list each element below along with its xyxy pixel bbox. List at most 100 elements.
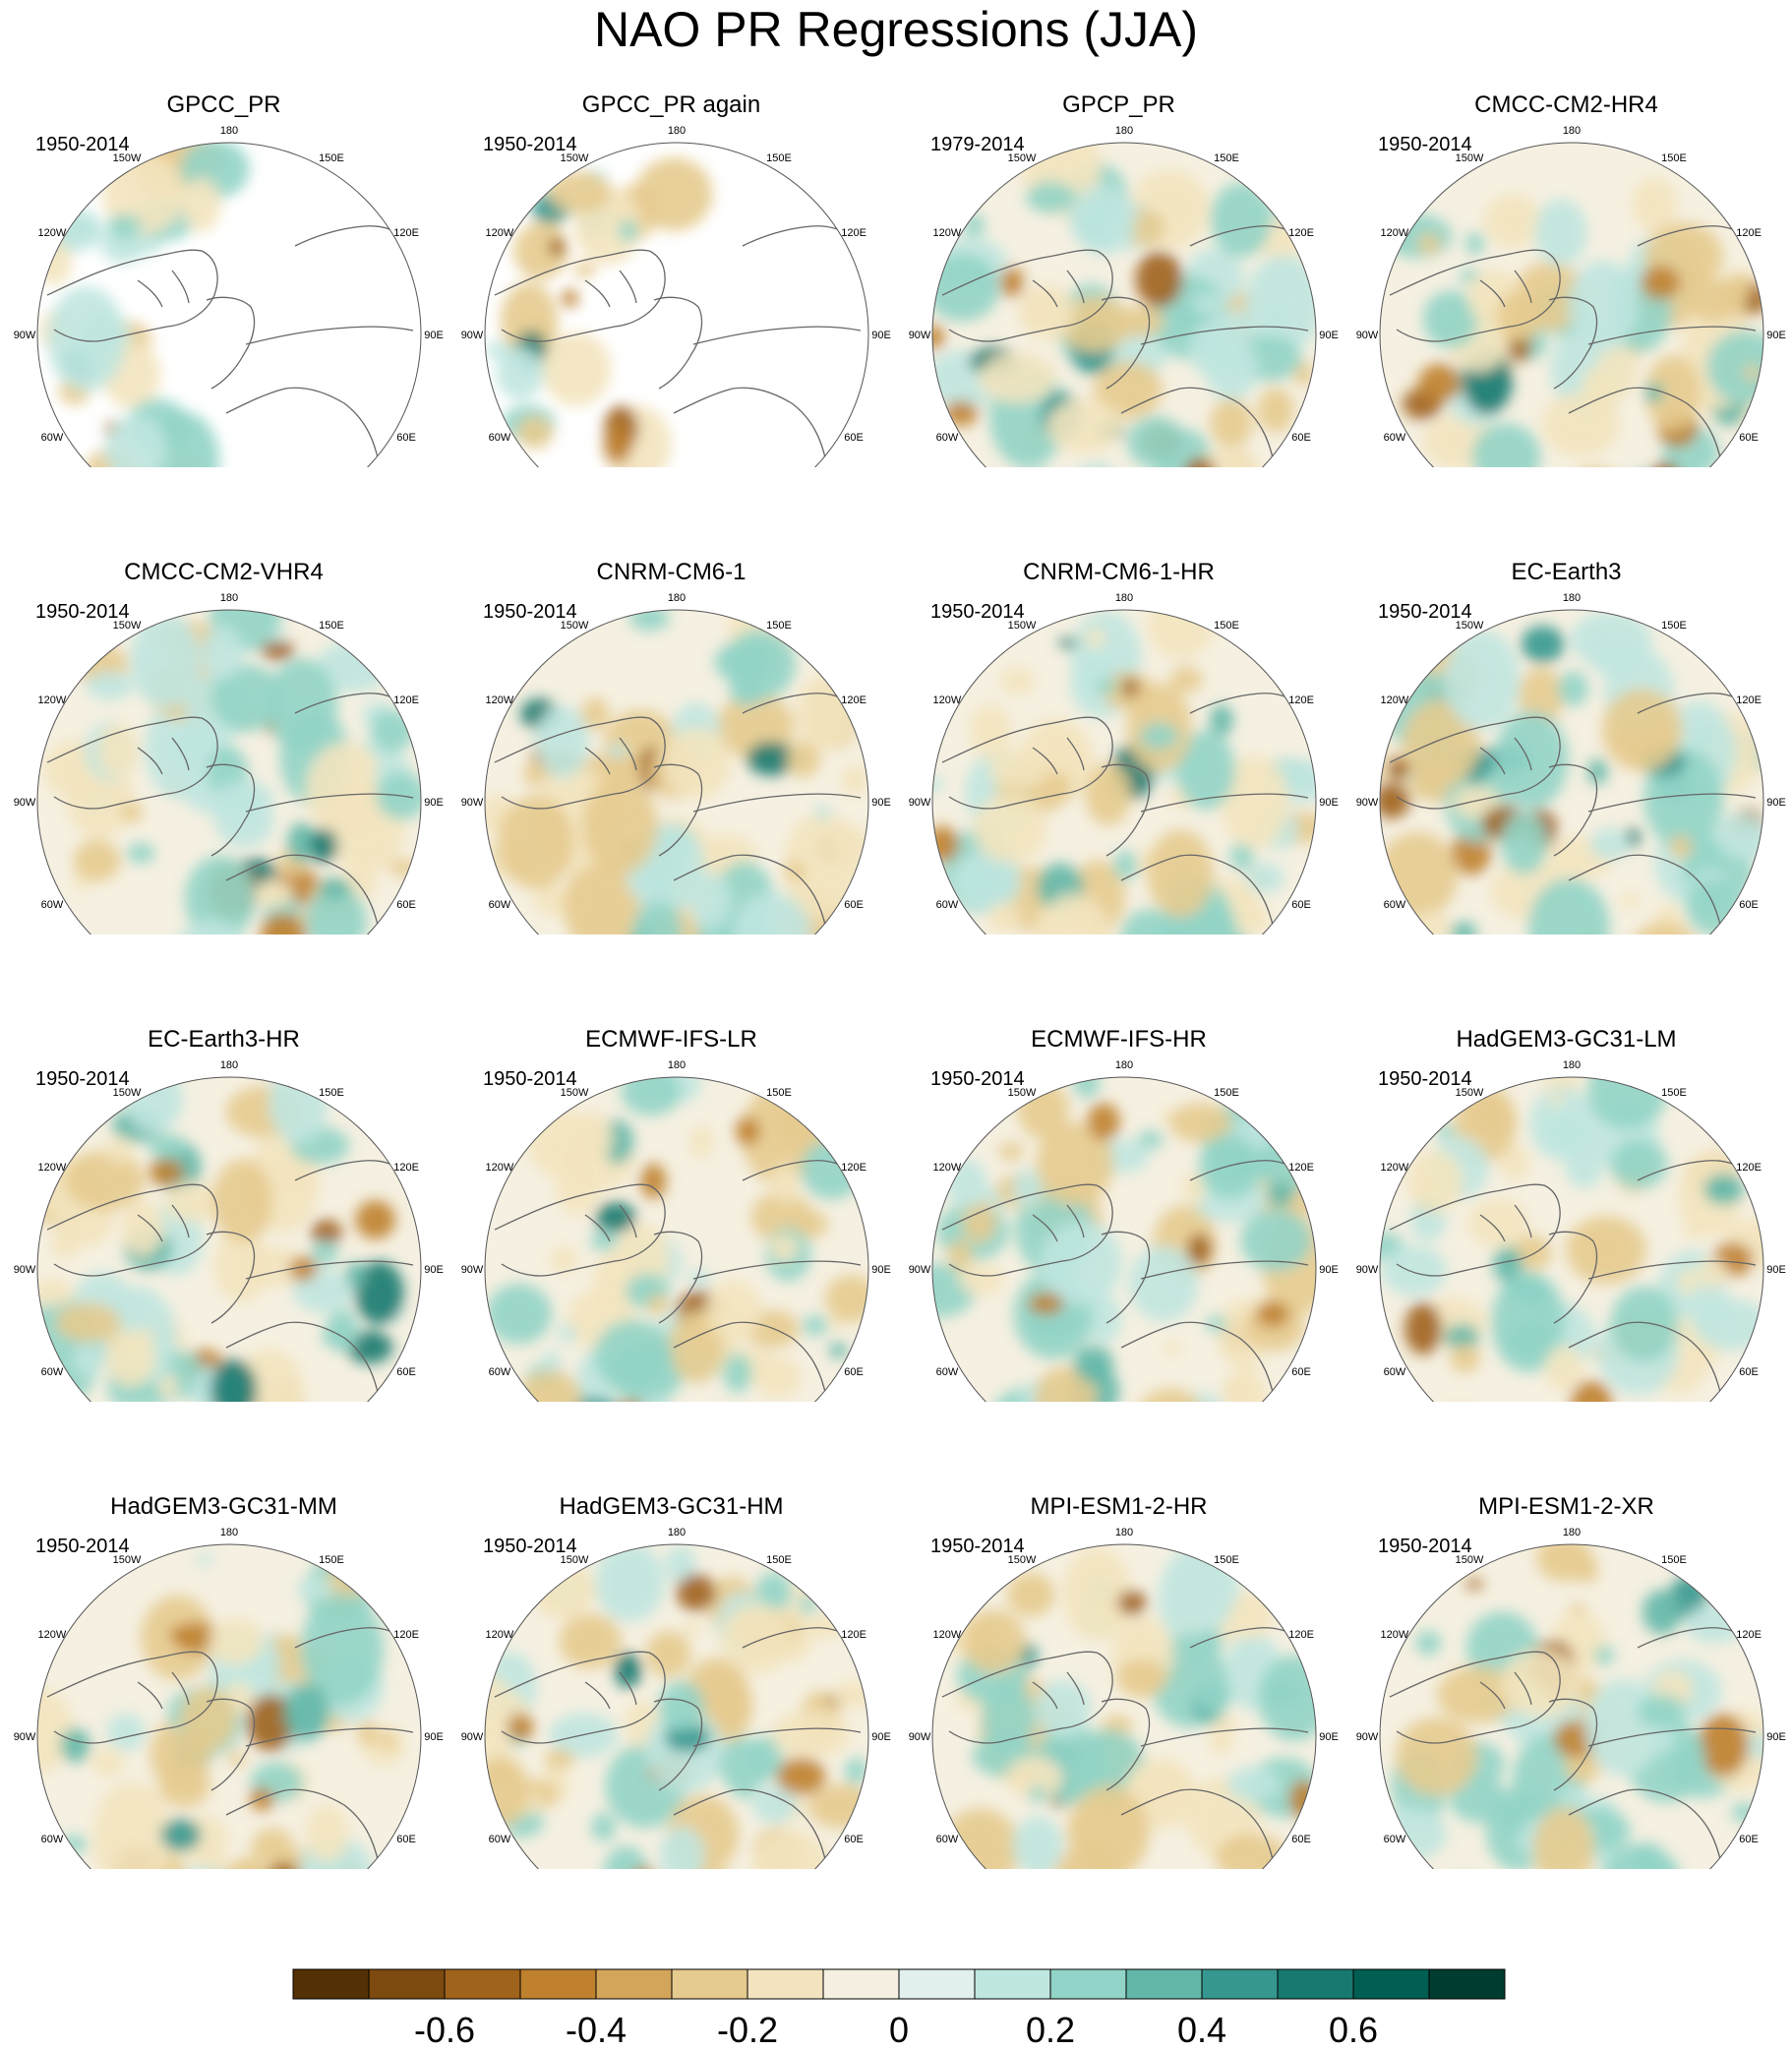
colorbar-swatch — [1049, 1968, 1127, 2000]
coastlines — [494, 225, 862, 463]
longitude-label: 60E — [396, 1834, 416, 1845]
longitude-label: 60W — [489, 899, 511, 911]
panel-title: GPCC_PR — [166, 91, 281, 118]
longitude-label: 60E — [1739, 1366, 1759, 1378]
longitude-label: 150E — [319, 1554, 344, 1566]
polar-map: 180150E120E90E60E30E030W60W90W120W150W — [1356, 125, 1786, 467]
coastlines — [46, 1160, 414, 1398]
longitude-label: 60E — [1291, 432, 1311, 444]
longitude-label: 180 — [668, 125, 686, 137]
map-panel: CNRM-CM6-11950-2014180150E120E90E60E30E0… — [448, 467, 895, 935]
longitude-label: 90W — [14, 1264, 36, 1276]
longitude-label: 90W — [14, 797, 36, 809]
longitude-label: 60W — [1384, 1366, 1406, 1378]
longitude-label: 180 — [1115, 1527, 1133, 1538]
figure-title: NAO PR Regressions (JJA) — [593, 2, 1199, 57]
panel-years: 1950-2014 — [1378, 1068, 1472, 1090]
longitude-label: 90E — [871, 1264, 891, 1276]
longitude-label: 150W — [1456, 1554, 1484, 1566]
map-panel: HadGEM3-GC31-MM 1950-2014 180 150E 120E 90E 60… — [0, 1402, 448, 1869]
longitude-label: 90E — [424, 330, 444, 341]
panel-years: 1950-2014 — [930, 1536, 1025, 1557]
longitude-label: 60W — [936, 899, 959, 911]
longitude-label: 180 — [1115, 125, 1133, 137]
panel-title: HadGEM3-GC31-HM — [559, 1493, 784, 1520]
precip-field — [932, 143, 1316, 467]
longitude-label: 120E — [393, 1629, 419, 1641]
panel-title: MPI-ESM1-2-HR — [1030, 1493, 1208, 1520]
colorbar-swatch — [1352, 1968, 1430, 2000]
colorbar-swatch — [671, 1968, 748, 2000]
longitude-label: 120E — [841, 694, 866, 706]
precip-field — [1380, 143, 1763, 467]
longitude-label: 90W — [461, 330, 484, 341]
longitude-label: 150E — [766, 620, 792, 632]
map-panel: MPI-ESM1-2-HR1950-2014180150E120E90E60E3… — [895, 1402, 1343, 1869]
longitude-label: 90W — [14, 1731, 36, 1743]
precip-field — [37, 1544, 421, 1869]
longitude-label: 90W — [1356, 330, 1379, 341]
longitude-label: 150W — [561, 620, 589, 632]
longitude-label: 120W — [933, 1162, 962, 1174]
polar-map: 180150E120E90E60E30E030W60W90W120W150W — [14, 1059, 444, 1402]
panel-title: HadGEM3-GC31-LM — [1456, 1026, 1677, 1053]
longitude-label: 150E — [766, 1554, 792, 1566]
longitude-label: 90W — [461, 1264, 484, 1276]
longitude-label: 90E — [1766, 330, 1786, 341]
longitude-label: 60W — [936, 432, 959, 444]
longitude-label: 120W — [38, 1629, 67, 1641]
polar-map: 180150E120E90E60E30E030W60W90W120W150W — [1356, 1527, 1786, 1869]
longitude-label: 60W — [1384, 899, 1406, 911]
polar-map: 180150E120E90E60E30E030W60W90W120W150W — [909, 1059, 1339, 1402]
longitude-label: 150E — [319, 620, 344, 632]
panel-title: MPI-ESM1-2-XR — [1478, 1493, 1654, 1520]
longitude-label: 60E — [396, 1366, 416, 1378]
polar-map: 180150E120E90E60E30E030W60W90W120W150W — [14, 1527, 444, 1869]
longitude-label: 150E — [319, 1087, 344, 1099]
panel-years: 1950-2014 — [1378, 601, 1472, 623]
longitude-label: 150E — [1661, 620, 1687, 632]
longitude-label: 120W — [1381, 227, 1409, 239]
longitude-label: 150W — [1456, 620, 1484, 632]
longitude-label: 150W — [1008, 1554, 1037, 1566]
longitude-label: 60E — [844, 432, 864, 444]
polar-map: 180150E120E90E60E30E030W60W90W120W150W — [461, 125, 891, 467]
longitude-label: 180 — [1563, 125, 1581, 137]
longitude-label: 120E — [1288, 1162, 1314, 1174]
colorbar-swatch — [822, 1968, 900, 2000]
longitude-label: 180 — [1563, 592, 1581, 604]
panel-years: 1950-2014 — [930, 1068, 1025, 1090]
longitude-label: 150E — [1661, 1554, 1687, 1566]
colorbar-swatch — [1201, 1968, 1279, 2000]
precip-field — [1380, 1544, 1763, 1869]
longitude-label: 180 — [668, 1059, 686, 1071]
longitude-label: 120W — [1381, 1629, 1409, 1641]
longitude-label: 120E — [393, 694, 419, 706]
longitude-label: 180 — [668, 592, 686, 604]
longitude-label: 120W — [38, 1162, 67, 1174]
longitude-label: 90W — [14, 330, 36, 341]
polar-map: 180150E120E90E60E30E030W60W90W120W150W — [1356, 592, 1786, 935]
longitude-label: 120E — [1288, 694, 1314, 706]
panel-title: ECMWF-IFS-LR — [585, 1026, 757, 1053]
longitude-label: 90W — [909, 1731, 931, 1743]
longitude-label: 60W — [489, 1366, 511, 1378]
longitude-label: 60E — [1291, 899, 1311, 911]
longitude-label: 120E — [393, 1162, 419, 1174]
longitude-label: 120E — [1736, 694, 1762, 706]
precip-field — [932, 1077, 1316, 1402]
panel-years: 1950-2014 — [930, 601, 1025, 623]
polar-map: 180150E120E90E60E30E030W60W90W120W150W — [909, 1527, 1339, 1869]
panel-title: CMCC-CM2-HR4 — [1474, 91, 1658, 118]
longitude-label: 120E — [841, 227, 866, 239]
precip-field — [485, 610, 868, 935]
colorbar-tick-label: -0.4 — [565, 2010, 627, 2050]
longitude-label: 150W — [1456, 152, 1484, 164]
precip-field — [932, 610, 1316, 935]
longitude-label: 120E — [1736, 1629, 1762, 1641]
longitude-label: 90W — [1356, 797, 1379, 809]
longitude-label: 120W — [1381, 694, 1409, 706]
longitude-label: 150W — [1456, 1087, 1484, 1099]
panel-years: 1979-2014 — [930, 134, 1025, 155]
colorbar-swatch — [974, 1968, 1051, 2000]
